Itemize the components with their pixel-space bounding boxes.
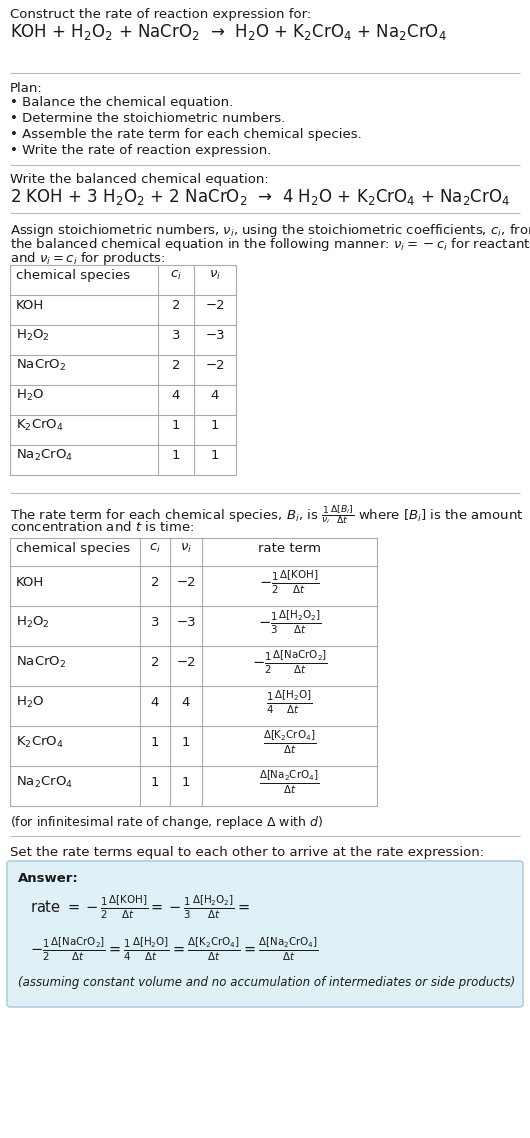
- Text: the balanced chemical equation in the following manner: $\nu_i = -c_i$ for react: the balanced chemical equation in the fo…: [10, 236, 530, 253]
- Text: H$_2$O: H$_2$O: [16, 387, 44, 403]
- Text: (assuming constant volume and no accumulation of intermediates or side products): (assuming constant volume and no accumul…: [18, 976, 515, 989]
- Text: 1: 1: [182, 735, 190, 749]
- Text: Plan:: Plan:: [10, 82, 43, 94]
- Text: 3: 3: [172, 329, 180, 341]
- Text: 2: 2: [172, 298, 180, 312]
- Text: KOH: KOH: [16, 298, 44, 312]
- Text: 4: 4: [151, 695, 159, 709]
- Text: $\frac{\Delta[\mathrm{K_2CrO_4}]}{\Delta t}$: $\frac{\Delta[\mathrm{K_2CrO_4}]}{\Delta…: [263, 728, 316, 756]
- Text: KOH + H$_2$O$_2$ + NaCrO$_2$  →  H$_2$O + K$_2$CrO$_4$ + Na$_2$CrO$_4$: KOH + H$_2$O$_2$ + NaCrO$_2$ → H$_2$O + …: [10, 22, 447, 42]
- Text: −2: −2: [176, 576, 196, 588]
- Text: $-\frac{1}{3}\frac{\Delta[\mathrm{H_2O_2}]}{\Delta t}$: $-\frac{1}{3}\frac{\Delta[\mathrm{H_2O_2…: [258, 609, 321, 636]
- Text: $\frac{\Delta[\mathrm{Na_2CrO_4}]}{\Delta t}$: $\frac{\Delta[\mathrm{Na_2CrO_4}]}{\Delt…: [259, 768, 320, 795]
- Text: $\nu_i$: $\nu_i$: [209, 269, 221, 281]
- Text: −3: −3: [205, 329, 225, 341]
- Text: H$_2$O$_2$: H$_2$O$_2$: [16, 615, 50, 629]
- Text: concentration and $t$ is time:: concentration and $t$ is time:: [10, 520, 194, 534]
- Text: 1: 1: [151, 775, 159, 789]
- Text: −2: −2: [205, 298, 225, 312]
- Text: 1: 1: [211, 448, 219, 462]
- Text: NaCrO$_2$: NaCrO$_2$: [16, 357, 66, 372]
- Text: $\frac{1}{4}\frac{\Delta[\mathrm{H_2O}]}{\Delta t}$: $\frac{1}{4}\frac{\Delta[\mathrm{H_2O}]}…: [267, 688, 313, 716]
- Text: 1: 1: [172, 448, 180, 462]
- FancyBboxPatch shape: [7, 861, 523, 1007]
- Text: K$_2$CrO$_4$: K$_2$CrO$_4$: [16, 418, 64, 432]
- Text: and $\nu_i = c_i$ for products:: and $\nu_i = c_i$ for products:: [10, 250, 165, 267]
- Text: 4: 4: [182, 695, 190, 709]
- Text: 2: 2: [151, 576, 159, 588]
- Text: Na$_2$CrO$_4$: Na$_2$CrO$_4$: [16, 775, 73, 790]
- Text: $c_i$: $c_i$: [149, 542, 161, 554]
- Text: Answer:: Answer:: [18, 872, 79, 885]
- Text: 2: 2: [151, 655, 159, 668]
- Text: chemical species: chemical species: [16, 269, 130, 281]
- Text: Construct the rate of reaction expression for:: Construct the rate of reaction expressio…: [10, 8, 311, 20]
- Text: $-\frac{1}{2}\frac{\Delta[\mathrm{NaCrO_2}]}{\Delta t}$: $-\frac{1}{2}\frac{\Delta[\mathrm{NaCrO_…: [252, 649, 328, 676]
- Text: −2: −2: [205, 358, 225, 371]
- Text: 4: 4: [211, 388, 219, 402]
- Text: The rate term for each chemical species, $B_i$, is $\frac{1}{\nu_i}\frac{\Delta[: The rate term for each chemical species,…: [10, 503, 524, 526]
- Text: chemical species: chemical species: [16, 542, 130, 554]
- Bar: [10, 265, 236, 475]
- Text: K$_2$CrO$_4$: K$_2$CrO$_4$: [16, 734, 64, 750]
- Text: 1: 1: [211, 419, 219, 431]
- Text: 2 KOH + 3 H$_2$O$_2$ + 2 NaCrO$_2$  →  4 H$_2$O + K$_2$CrO$_4$ + Na$_2$CrO$_4$: 2 KOH + 3 H$_2$O$_2$ + 2 NaCrO$_2$ → 4 H…: [10, 187, 510, 207]
- Text: • Balance the chemical equation.: • Balance the chemical equation.: [10, 96, 233, 109]
- Text: 4: 4: [172, 388, 180, 402]
- Text: Write the balanced chemical equation:: Write the balanced chemical equation:: [10, 173, 269, 185]
- Text: NaCrO$_2$: NaCrO$_2$: [16, 654, 66, 669]
- Text: 1: 1: [172, 419, 180, 431]
- Text: rate $= -\frac{1}{2}\frac{\Delta[\mathrm{KOH}]}{\Delta t} = -\frac{1}{3}\frac{\D: rate $= -\frac{1}{2}\frac{\Delta[\mathrm…: [30, 894, 250, 922]
- Text: $c_i$: $c_i$: [170, 269, 182, 281]
- Text: 2: 2: [172, 358, 180, 371]
- Text: Na$_2$CrO$_4$: Na$_2$CrO$_4$: [16, 447, 73, 462]
- Text: −2: −2: [176, 655, 196, 668]
- Text: Set the rate terms equal to each other to arrive at the rate expression:: Set the rate terms equal to each other t…: [10, 846, 484, 859]
- Text: • Assemble the rate term for each chemical species.: • Assemble the rate term for each chemic…: [10, 127, 362, 141]
- Text: H$_2$O: H$_2$O: [16, 694, 44, 710]
- Text: 1: 1: [182, 775, 190, 789]
- Text: H$_2$O$_2$: H$_2$O$_2$: [16, 328, 50, 343]
- Text: • Determine the stoichiometric numbers.: • Determine the stoichiometric numbers.: [10, 112, 285, 125]
- Text: • Write the rate of reaction expression.: • Write the rate of reaction expression.: [10, 145, 271, 157]
- Text: −3: −3: [176, 616, 196, 628]
- Text: (for infinitesimal rate of change, replace Δ with $d$): (for infinitesimal rate of change, repla…: [10, 814, 323, 831]
- Text: $-\frac{1}{2}\frac{\Delta[\mathrm{NaCrO_2}]}{\Delta t} = \frac{1}{4}\frac{\Delta: $-\frac{1}{2}\frac{\Delta[\mathrm{NaCrO_…: [30, 935, 319, 964]
- Text: 3: 3: [151, 616, 159, 628]
- Text: rate term: rate term: [258, 542, 321, 554]
- Text: $\nu_i$: $\nu_i$: [180, 542, 192, 554]
- Text: $-\frac{1}{2}\frac{\Delta[\mathrm{KOH}]}{\Delta t}$: $-\frac{1}{2}\frac{\Delta[\mathrm{KOH}]}…: [260, 568, 320, 595]
- Text: Assign stoichiometric numbers, $\nu_i$, using the stoichiometric coefficients, $: Assign stoichiometric numbers, $\nu_i$, …: [10, 222, 530, 239]
- Text: KOH: KOH: [16, 576, 44, 588]
- Text: 1: 1: [151, 735, 159, 749]
- Bar: [10, 538, 377, 806]
